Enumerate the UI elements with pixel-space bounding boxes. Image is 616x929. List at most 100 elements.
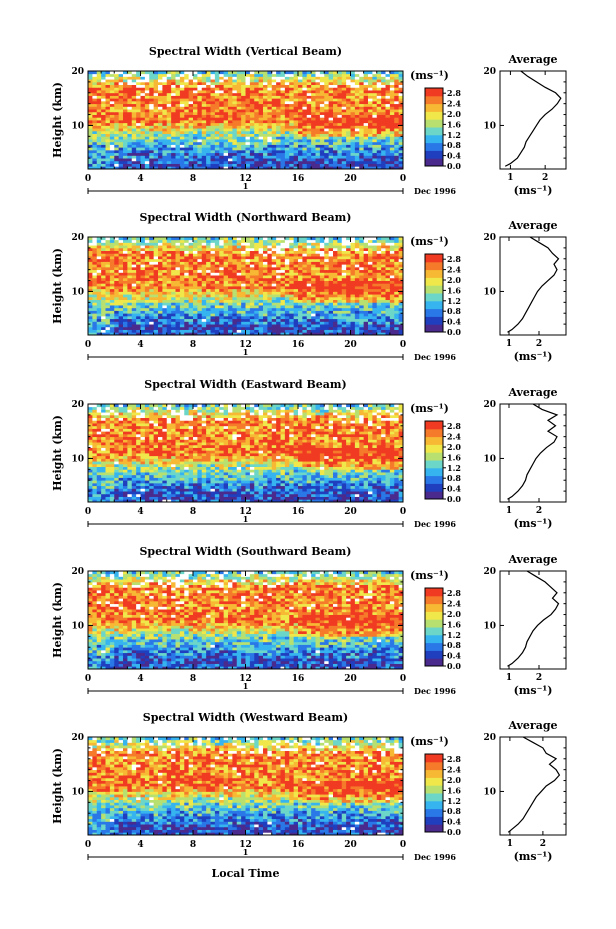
- heatmap-cell: [381, 258, 386, 262]
- heatmap-cell: [223, 130, 229, 135]
- heatmap-cell: [144, 98, 150, 102]
- heatmap-cells: [88, 71, 404, 170]
- heatmap-cell: [306, 269, 312, 273]
- heatmap-cell: [193, 291, 198, 295]
- heatmap-cell: [368, 120, 373, 124]
- heatmap-cell: [267, 310, 273, 314]
- heatmap-cell: [175, 130, 181, 135]
- heatmap-cell: [271, 125, 277, 129]
- heatmap-cell: [114, 81, 120, 86]
- heatmap-cell: [193, 326, 198, 330]
- heatmap-cell: [289, 318, 295, 322]
- heatmap-cell: [210, 71, 216, 75]
- heatmap-cell: [359, 87, 365, 91]
- heatmap-cell: [267, 160, 273, 164]
- heatmap-cell: [140, 264, 146, 268]
- heatmap-cell: [101, 286, 106, 290]
- heatmap-cell: [363, 84, 369, 88]
- heatmap-cell: [298, 141, 303, 145]
- heatmap-cell: [162, 98, 168, 102]
- heatmap-cell: [228, 264, 233, 268]
- heatmap-cell: [166, 163, 172, 167]
- heatmap-cell: [88, 283, 93, 287]
- heatmap-cell: [144, 166, 150, 170]
- heatmap-cell: [389, 141, 395, 145]
- heatmap-cell: [263, 141, 268, 145]
- heatmap-cell: [114, 125, 120, 129]
- heatmap-cell: [245, 250, 251, 254]
- heatmap-cell: [149, 305, 155, 309]
- heatmap-cell: [101, 302, 106, 306]
- heatmap-cell: [131, 258, 137, 262]
- heatmap-cell: [385, 329, 391, 333]
- heatmap-cell: [372, 73, 378, 77]
- heatmap-cell: [153, 141, 159, 145]
- heatmap-cell: [123, 81, 128, 86]
- heatmap-cell: [376, 288, 382, 292]
- heatmap-cell: [368, 100, 373, 105]
- heatmap-cell: [368, 160, 373, 164]
- heatmap-cell: [210, 98, 216, 102]
- heatmap-cell: [123, 133, 128, 137]
- heatmap-cell: [284, 103, 290, 107]
- heatmap-cell: [193, 109, 198, 113]
- heatmap-cell: [350, 299, 356, 303]
- heatmap-cell: [298, 299, 303, 303]
- heatmap-cell: [109, 103, 115, 107]
- heatmap-cell: [88, 136, 93, 140]
- heatmap-cell: [376, 100, 382, 105]
- heatmap-cell: [131, 71, 137, 75]
- heatmap-cell: [131, 95, 137, 99]
- heatmap-cell: [184, 160, 190, 164]
- heatmap-cell: [136, 84, 141, 88]
- heatmap-cell: [236, 128, 242, 132]
- heatmap-cell: [131, 111, 137, 115]
- heatmap-cell: [140, 139, 146, 143]
- heatmap-cell: [372, 313, 378, 317]
- heatmap-cell: [101, 152, 106, 156]
- heatmap-cell: [105, 73, 111, 77]
- heatmap-cell: [284, 147, 290, 151]
- heatmap-cell: [324, 310, 330, 314]
- heatmap-cell: [398, 266, 404, 271]
- heatmap-cell: [381, 266, 386, 271]
- heatmap-cell: [350, 321, 356, 325]
- heatmap-cell: [311, 139, 316, 143]
- heatmap-cell: [249, 277, 255, 281]
- heatmap-cell: [175, 120, 181, 124]
- heatmap-cell: [214, 313, 220, 317]
- heatmap-cell: [101, 326, 106, 330]
- heatmap-cell: [341, 109, 347, 113]
- heatmap-cell: [389, 294, 395, 298]
- heatmap-cell: [363, 299, 369, 303]
- heatmap-cell: [201, 109, 207, 113]
- heatmap-cell: [96, 288, 102, 292]
- heatmap-cell: [398, 144, 404, 148]
- heatmap-cell: [337, 79, 343, 83]
- heatmap-cell: [363, 296, 369, 301]
- heatmap-cell: [389, 95, 395, 99]
- heatmap-cell: [267, 111, 273, 115]
- panel-title: Spectral Width (Northward Beam): [140, 211, 352, 224]
- heatmap-cell: [228, 117, 233, 121]
- heatmap-cell: [96, 326, 102, 330]
- heatmap-cell: [319, 122, 325, 126]
- heatmap-cell: [140, 81, 146, 86]
- heatmap-cell: [354, 98, 360, 102]
- heatmap-cell: [311, 84, 316, 88]
- heatmap-cell: [354, 147, 360, 151]
- heatmap-cell: [105, 125, 111, 129]
- heatmap-cell: [350, 103, 356, 107]
- heatmap-cell: [245, 275, 251, 279]
- heatmap-cell: [101, 133, 106, 137]
- heatmap-cell: [101, 315, 106, 320]
- heatmap-cell: [333, 90, 338, 94]
- heatmap-cell: [385, 122, 391, 126]
- heatmap-cell: [376, 158, 382, 162]
- heatmap-cell: [109, 120, 115, 124]
- heatmap-cell: [385, 160, 391, 164]
- heatmap-cell: [223, 277, 229, 281]
- heatmap-cell: [127, 329, 133, 333]
- heatmap-cell: [166, 321, 172, 325]
- heatmap-cell: [118, 277, 124, 281]
